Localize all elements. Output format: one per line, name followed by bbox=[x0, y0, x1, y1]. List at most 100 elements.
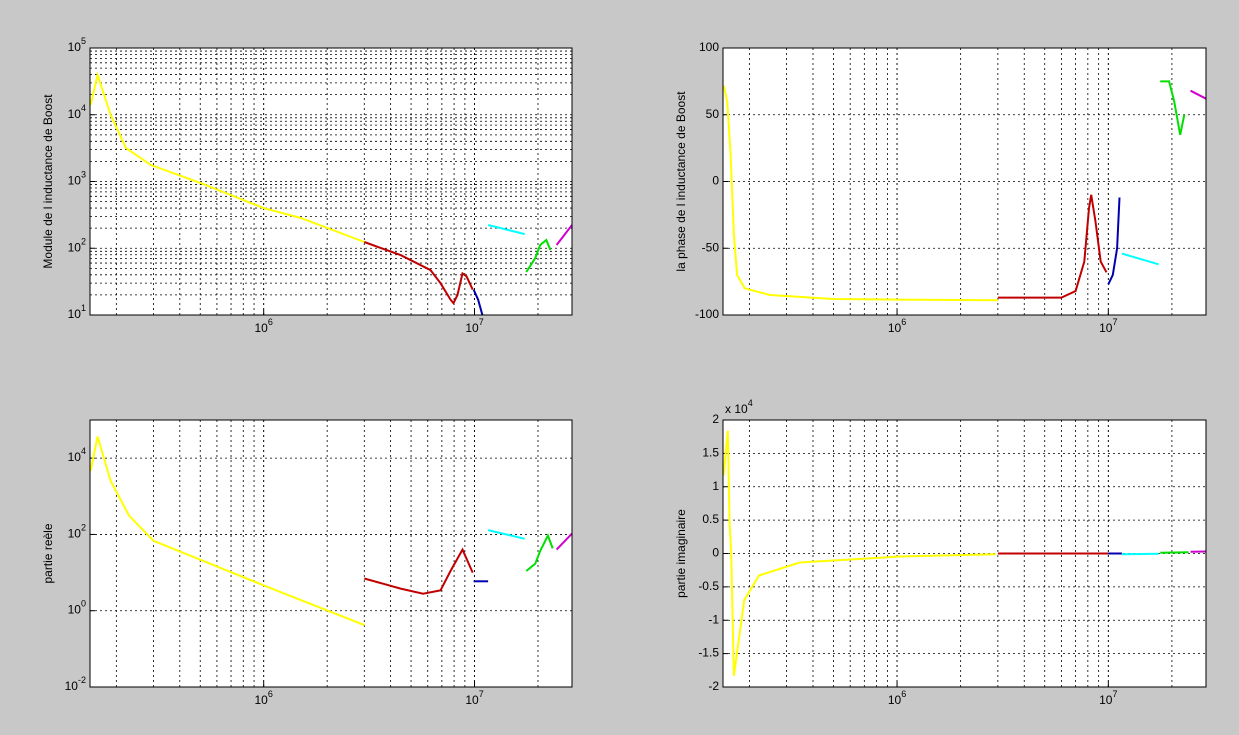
y-tick-label: 104 bbox=[68, 103, 86, 121]
y-tick-label: 103 bbox=[68, 170, 86, 188]
series-line bbox=[364, 547, 474, 595]
series-line bbox=[1107, 197, 1121, 285]
y-tick-label-base: -0.5 bbox=[698, 579, 719, 593]
y-multiplier-sup: 4 bbox=[748, 398, 753, 408]
x-tick-label-base: 10 bbox=[888, 321, 902, 335]
y-tick-label: 0 bbox=[712, 546, 719, 560]
x-tick-label-base: 10 bbox=[1099, 693, 1113, 707]
series-line bbox=[487, 224, 525, 236]
series-line bbox=[89, 71, 365, 243]
y-tick-label: 0 bbox=[712, 174, 719, 188]
y-tick-label: -2 bbox=[708, 679, 719, 693]
y-tick-label: 102 bbox=[68, 523, 86, 541]
y-tick-label-base: -2 bbox=[708, 679, 719, 693]
series-line bbox=[472, 289, 484, 316]
y-tick-label-base: 2 bbox=[712, 412, 719, 426]
y-tick-label-sup: 0 bbox=[81, 599, 86, 609]
y-tick-label-base: -1.5 bbox=[698, 646, 719, 660]
y-tick-label-base: -1 bbox=[708, 612, 719, 626]
series-line bbox=[1160, 551, 1189, 554]
x-tick-label: 107 bbox=[465, 689, 483, 707]
x-tick-label: 107 bbox=[465, 317, 483, 335]
x-tick-label: 106 bbox=[888, 317, 906, 335]
y-tick-label-sup: 2 bbox=[81, 523, 86, 533]
y-axis-label: Module de l inductance de Boost bbox=[41, 94, 55, 269]
x-tick-label-base: 10 bbox=[888, 693, 902, 707]
y-multiplier: x 104 bbox=[725, 398, 753, 416]
y-tick-label: -0.5 bbox=[698, 579, 719, 593]
y-tick-label: 0.5 bbox=[702, 512, 719, 526]
x-tick-label: 107 bbox=[1099, 317, 1117, 335]
x-tick-label-base: 10 bbox=[465, 693, 479, 707]
y-tick-label-base: 1.5 bbox=[702, 446, 719, 460]
x-tick-label: 106 bbox=[255, 317, 273, 335]
y-tick-label-base: 10 bbox=[68, 174, 82, 188]
series-line bbox=[555, 224, 573, 246]
x-tick-label-sup: 6 bbox=[901, 689, 906, 699]
y-tick-label: -1 bbox=[708, 612, 719, 626]
series-line bbox=[1121, 252, 1159, 266]
y-tick-label-sup: 5 bbox=[81, 36, 86, 46]
y-tick-label-base: 10 bbox=[68, 603, 82, 617]
y-tick-label-sup: 2 bbox=[81, 237, 86, 247]
series-line bbox=[1190, 89, 1207, 100]
x-tick-label-base: 10 bbox=[1099, 321, 1113, 335]
y-axis-label: la phase de l inductance de Boost bbox=[674, 91, 688, 272]
series-line bbox=[89, 436, 365, 627]
y-tick-label-base: 10 bbox=[68, 240, 82, 254]
x-tick-label: 106 bbox=[888, 689, 906, 707]
x-tick-label-base: 10 bbox=[465, 321, 479, 335]
series-line bbox=[555, 532, 573, 551]
series-line bbox=[722, 85, 998, 302]
y-tick-label-base: 10 bbox=[68, 307, 82, 321]
y-tick-label-sup: 4 bbox=[81, 447, 86, 457]
series-line bbox=[363, 241, 474, 306]
x-tick-label-sup: 7 bbox=[1112, 317, 1117, 327]
axes-frame bbox=[89, 47, 573, 316]
x-tick-label-sup: 6 bbox=[268, 689, 273, 699]
y-tick-label-base: 1 bbox=[712, 479, 719, 493]
y-tick-label-base: 10 bbox=[68, 450, 82, 464]
y-tick-label-base: 10 bbox=[65, 679, 79, 693]
x-tick-label-sup: 6 bbox=[268, 317, 273, 327]
series-line bbox=[487, 529, 525, 540]
x-tick-label: 106 bbox=[255, 689, 273, 707]
y-tick-label-sup: 3 bbox=[81, 170, 86, 180]
y-tick-label: -1.5 bbox=[698, 646, 719, 660]
y-axis-label: partie imaginaire bbox=[674, 509, 688, 598]
series-line bbox=[525, 238, 552, 273]
y-tick-label: 50 bbox=[706, 107, 720, 121]
y-tick-label-base: 10 bbox=[68, 527, 82, 541]
y-tick-label: 100 bbox=[699, 40, 719, 54]
y-tick-label: 105 bbox=[68, 36, 86, 54]
y-tick-label-base: 10 bbox=[68, 40, 82, 54]
x-tick-label-base: 10 bbox=[255, 693, 269, 707]
y-tick-label: 10-2 bbox=[65, 675, 86, 693]
y-tick-label: 101 bbox=[68, 303, 86, 321]
x-tick-label-sup: 7 bbox=[1112, 689, 1117, 699]
y-tick-label-sup: -2 bbox=[78, 675, 86, 685]
x-tick-label-sup: 7 bbox=[479, 317, 484, 327]
x-tick-label-base: 10 bbox=[255, 321, 269, 335]
y-tick-label: 104 bbox=[68, 447, 86, 465]
x-tick-label: 107 bbox=[1099, 689, 1117, 707]
series-line bbox=[1160, 80, 1186, 136]
y-multiplier-base: x 10 bbox=[725, 402, 748, 416]
y-tick-label-base: 10 bbox=[68, 107, 82, 121]
y-tick-label-sup: 4 bbox=[81, 103, 86, 113]
y-tick-label: -50 bbox=[702, 240, 720, 254]
x-tick-label-sup: 7 bbox=[479, 689, 484, 699]
series-line bbox=[525, 533, 554, 572]
series-line bbox=[722, 430, 996, 676]
y-tick-label: 102 bbox=[68, 237, 86, 255]
series-line bbox=[997, 194, 1108, 299]
axes-frame bbox=[89, 419, 573, 688]
axes-background bbox=[90, 420, 572, 687]
y-tick-label-sup: 1 bbox=[81, 303, 86, 313]
x-tick-label-sup: 6 bbox=[901, 317, 906, 327]
y-tick-label: 1.5 bbox=[702, 446, 719, 460]
y-tick-label-base: 0 bbox=[712, 546, 719, 560]
y-tick-label: 2 bbox=[712, 412, 719, 426]
y-tick-label: 1 bbox=[712, 479, 719, 493]
